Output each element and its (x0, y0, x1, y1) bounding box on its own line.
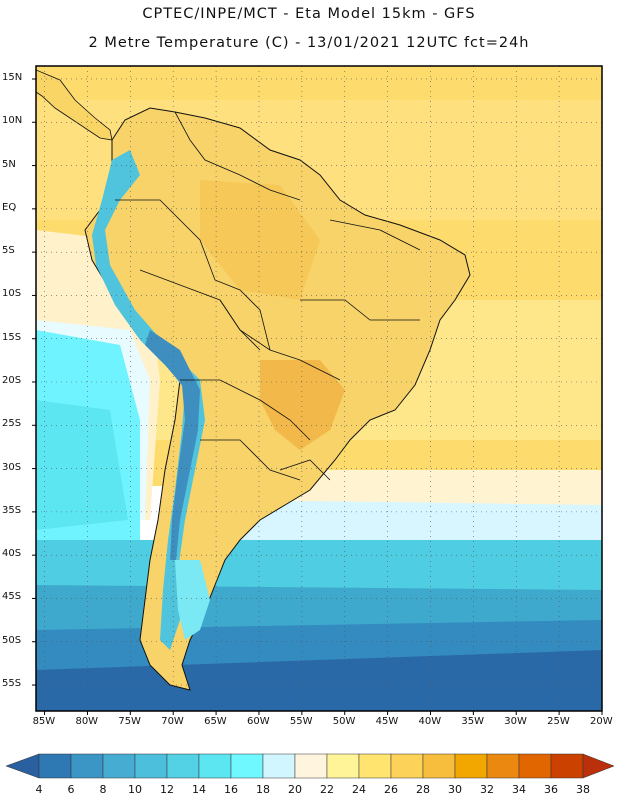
lon-label: 35W (461, 716, 484, 727)
colorbar-swatch (358, 753, 392, 779)
colorbar-swatch (390, 753, 424, 779)
colorbar-tick-label: 30 (448, 783, 462, 796)
colorbar-swatch (422, 753, 456, 779)
colorbar-tick-label: 34 (512, 783, 526, 796)
colorbar-swatch (262, 753, 296, 779)
country-borders (115, 111, 421, 481)
warm-interior-region (260, 360, 345, 450)
colorbar-tick-label: 20 (288, 783, 302, 796)
lat-label: 35S (2, 504, 22, 516)
lon-label: 85W (32, 716, 56, 727)
lon-label: 70W (161, 716, 184, 727)
map-frame (35, 65, 603, 712)
colorbar-tick-label: 8 (99, 783, 107, 796)
colorbar-swatch (134, 753, 168, 779)
colorbar-swatch (454, 753, 488, 779)
patagonia-cool (175, 560, 210, 640)
colorbar-tick-label: 4 (35, 783, 43, 796)
lat-label: 5S (2, 245, 15, 257)
lon-label: 80W (75, 716, 99, 727)
colorbar-swatch (486, 753, 520, 779)
lat-label: 15S (2, 331, 22, 343)
colorbar-tick-label: 22 (320, 783, 334, 796)
colorbar-tick-label: 14 (192, 783, 206, 796)
lat-label: 25S (2, 418, 22, 430)
colorbar-swatch (326, 753, 360, 779)
lat-label: 10N (2, 115, 23, 127)
lat-label: 30S (2, 461, 22, 473)
lat-label: 15N (2, 71, 23, 83)
lon-label: 50W (332, 716, 356, 727)
lon-label: 25W (547, 716, 570, 727)
colorbar-arrow-low (5, 753, 40, 779)
colorbar-tick-label: 38 (576, 783, 590, 796)
colorbar-tick-label: 36 (544, 783, 558, 796)
warm-north-region (200, 180, 320, 300)
colorbar-swatch (166, 753, 200, 779)
colorbar-tick-label: 18 (256, 783, 270, 796)
lat-label: 5N (2, 158, 16, 170)
colorbar-tick-label: 10 (128, 783, 142, 796)
lat-label: 50S (2, 634, 22, 646)
colorbar-swatch (230, 753, 264, 779)
lon-label: 55W (289, 716, 313, 727)
central-america-land (36, 69, 113, 141)
colorbar-swatch (102, 753, 136, 779)
map-title-line1: CPTEC/INPE/MCT - Eta Model 15km - GFS (142, 6, 476, 22)
lat-label: EQ (2, 201, 17, 213)
lat-label: 10S (2, 288, 22, 300)
lon-label: 45W (375, 716, 399, 727)
colorbar-tick-label: 28 (416, 783, 430, 796)
colorbar-tick-label: 12 (160, 783, 174, 796)
colorbar-swatch (198, 753, 232, 779)
colorbar-swatch (70, 753, 104, 779)
colorbar-tick-label: 6 (67, 783, 75, 796)
lon-label: 65W (204, 716, 227, 727)
colorbar-swatch (38, 753, 72, 779)
ocean-band-pacific-16 (36, 400, 128, 530)
colorbar-arrow-high (582, 753, 615, 779)
map-title-line2: 2 Metre Temperature (C) - 13/01/2021 12U… (88, 35, 530, 51)
colorbar-swatch (518, 753, 552, 779)
colorbar-tick-label: 24 (352, 783, 366, 796)
colorbar (5, 753, 615, 779)
colorbar-tick-label: 16 (224, 783, 238, 796)
lat-label: 20S (2, 375, 22, 386)
colorbar-swatch (294, 753, 328, 779)
axis-ticks (32, 78, 603, 715)
lat-label: 40S (2, 548, 22, 560)
lon-label: 30W (504, 716, 527, 727)
colorbar-tick-label: 26 (384, 783, 398, 796)
lon-label: 40W (418, 716, 442, 727)
lon-label: 75W (118, 716, 141, 727)
lat-label: 45S (2, 591, 22, 603)
lon-label: 60W (246, 716, 270, 727)
lon-label: 20W (590, 716, 613, 727)
colorbar-tick-label: 32 (480, 783, 494, 796)
colorbar-swatch (550, 753, 584, 779)
lat-label: 55S (2, 678, 22, 690)
andes-core-strip (145, 330, 200, 560)
